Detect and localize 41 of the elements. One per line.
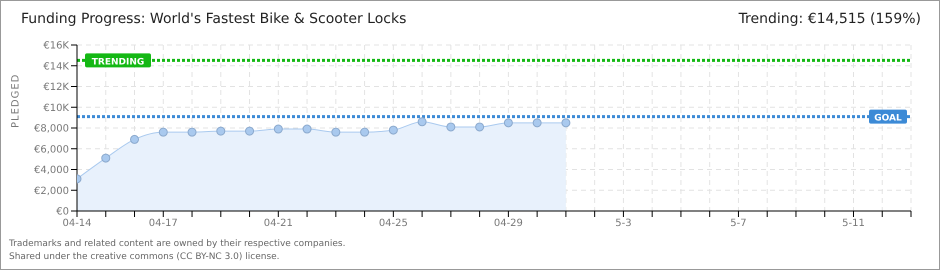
y-tick-label: €14K xyxy=(43,61,70,72)
point xyxy=(216,126,226,136)
y-axis-title: PLEDGED xyxy=(10,74,22,128)
x-tick-label: 04-25 xyxy=(378,218,408,230)
point xyxy=(360,128,370,137)
point xyxy=(388,126,398,135)
y-tick-label: €16K xyxy=(43,40,70,52)
ref-line-label: GOAL xyxy=(874,114,902,124)
y-tick-label: €4,000 xyxy=(34,165,69,176)
point xyxy=(302,124,312,134)
point xyxy=(158,128,168,137)
chart-title: Funding Progress: World's Fastest Bike & Scooter Locks xyxy=(21,11,406,27)
point xyxy=(188,128,197,137)
y-tick-label: €10K xyxy=(43,102,70,114)
point xyxy=(561,118,570,128)
point xyxy=(274,124,283,134)
y-tick-label: €2,000 xyxy=(34,186,69,197)
text: Trademarks and related content are owned by their respective companies. xyxy=(9,239,346,249)
x-tick-label: 04-21 xyxy=(264,218,293,230)
y-tick-label: €12K xyxy=(43,82,70,94)
y-tick-label: €0 xyxy=(56,206,69,218)
y-tick-label: €6,000 xyxy=(34,144,69,156)
point xyxy=(532,118,542,128)
point xyxy=(130,134,140,144)
x-tick-label: 04-17 xyxy=(148,218,178,230)
ref-line-label: TRENDING xyxy=(92,57,144,68)
point xyxy=(331,128,340,137)
point xyxy=(446,122,456,132)
point xyxy=(418,117,427,126)
y-tick-label: €8,000 xyxy=(34,124,69,135)
point xyxy=(245,126,254,136)
x-tick-label: 5-3 xyxy=(615,218,632,230)
point xyxy=(504,118,513,128)
point xyxy=(101,154,110,163)
text: Shared under the creative commons (CC BY-NC 3.0) license. xyxy=(9,252,280,262)
x-tick-label: 5-11 xyxy=(842,218,865,230)
point xyxy=(475,122,484,132)
x-tick-label: 5-7 xyxy=(730,218,747,230)
x-tick-label: 04-29 xyxy=(494,218,523,230)
chart-subtitle: Trending: €14,515 (159%) xyxy=(738,11,921,27)
x-tick-label: 04-14 xyxy=(62,218,92,230)
